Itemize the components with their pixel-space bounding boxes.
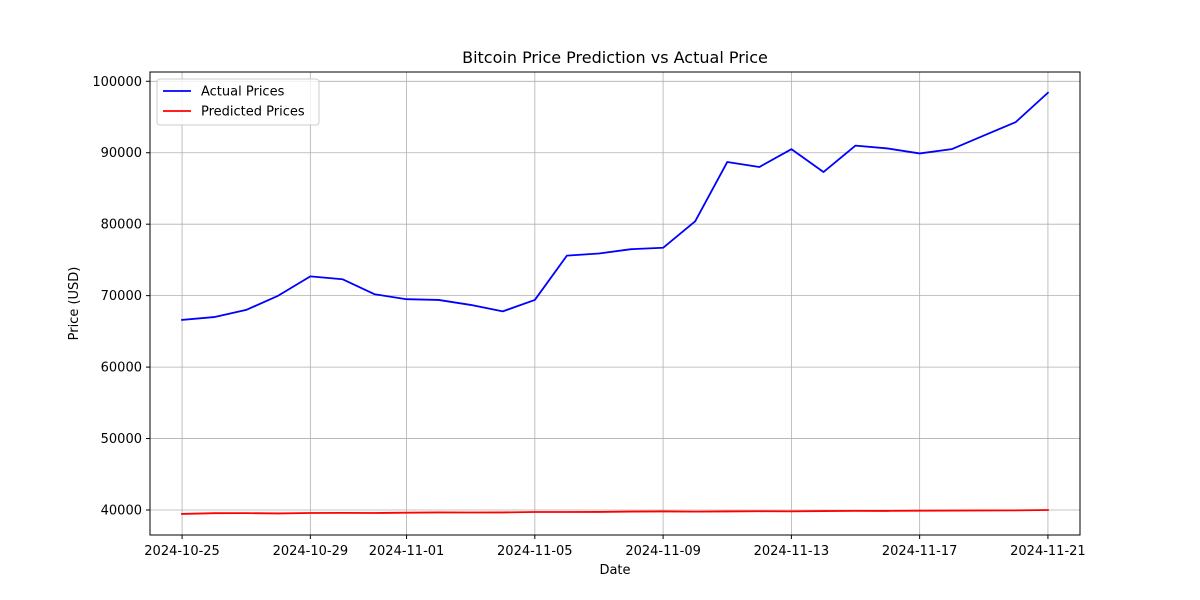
plot-frame [149, 71, 1081, 536]
x-axis: 2024-10-25 2024-10-29 2024-11-01 2024-11-05… [144, 535, 1086, 559]
y-tick-label: 100000 [92, 75, 142, 90]
chart-title: Bitcoin Price Prediction vs Actual Price [462, 48, 768, 67]
legend: Actual Prices Predicted Prices [156, 78, 320, 126]
legend-label: Predicted Prices [201, 105, 305, 120]
x-tick-label: 2024-11-01 [369, 544, 445, 559]
y-tick-label: 90000 [101, 146, 142, 161]
y-axis-label: Price (USD) [67, 267, 82, 341]
series-line-actual-prices [181, 91, 1050, 321]
y-tick-label: 50000 [101, 432, 142, 447]
x-tick-label: 2024-11-21 [1010, 544, 1086, 559]
x-axis-label: Date [599, 563, 630, 578]
x-tick-label: 2024-11-05 [497, 544, 573, 559]
y-tick-label: 70000 [101, 289, 142, 304]
x-tick-label: 2024-11-17 [882, 544, 958, 559]
series-line-predicted-prices [181, 509, 1049, 515]
legend-label: Actual Prices [201, 85, 285, 100]
x-tick-label: 2024-11-13 [754, 544, 830, 559]
y-tick-label: 60000 [101, 361, 142, 376]
y-tick-label: 40000 [101, 503, 142, 518]
x-tick-label: 2024-10-25 [144, 544, 220, 559]
grid-lines [150, 72, 1080, 535]
x-tick-label: 2024-11-09 [625, 544, 701, 559]
x-tick-label: 2024-10-29 [273, 544, 349, 559]
y-tick-label: 80000 [101, 218, 142, 233]
legend-box [156, 78, 320, 126]
y-axis: 40000 50000 60000 70000 80000 90000 100000 [92, 75, 150, 518]
series-layer [181, 91, 1050, 515]
